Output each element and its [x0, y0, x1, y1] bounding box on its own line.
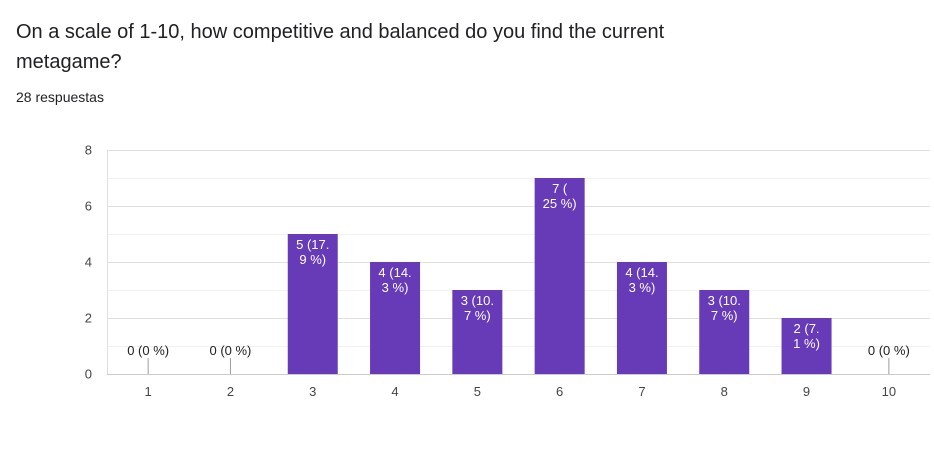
data-label: 9 %) — [299, 252, 326, 267]
x-tick-label: 4 — [391, 384, 398, 399]
data-label: 25 %) — [543, 196, 577, 211]
x-tick-label: 8 — [721, 384, 728, 399]
data-label: 3 %) — [382, 280, 409, 295]
y-tick-label: 0 — [85, 367, 92, 382]
x-tick-label: 1 — [145, 384, 152, 399]
data-label: 3 (10. — [461, 293, 494, 308]
response-count: 28 respuestas — [16, 89, 104, 105]
data-label: 5 (17. — [296, 237, 329, 252]
data-label: 0 (0 %) — [209, 343, 251, 358]
data-label: 1 %) — [793, 336, 820, 351]
x-tick-label: 7 — [638, 384, 645, 399]
y-tick-label: 4 — [85, 255, 92, 270]
bar — [370, 262, 421, 374]
x-tick-label: 3 — [309, 384, 316, 399]
x-tick-label: 10 — [882, 384, 896, 399]
bar — [781, 318, 832, 374]
bar — [287, 234, 338, 374]
data-label: 3 %) — [629, 280, 656, 295]
x-tick-label: 2 — [227, 384, 234, 399]
y-tick-label: 2 — [85, 311, 92, 326]
x-tick-label: 5 — [474, 384, 481, 399]
data-label: 7 %) — [711, 308, 738, 323]
y-tick-label: 8 — [85, 143, 92, 158]
data-label: 0 (0 %) — [868, 343, 910, 358]
bar — [534, 178, 585, 374]
x-tick-label: 6 — [556, 384, 563, 399]
data-label: 3 (10. — [708, 293, 741, 308]
data-label: 4 (14. — [625, 265, 658, 280]
data-label: 7 ( — [552, 181, 568, 196]
bar — [616, 262, 667, 374]
data-label: 4 (14. — [378, 265, 411, 280]
bar — [699, 290, 750, 374]
data-label: 0 (0 %) — [127, 343, 169, 358]
x-tick-label: 9 — [803, 384, 810, 399]
data-label: 2 (7. — [794, 321, 820, 336]
bar — [452, 290, 503, 374]
data-label: 7 %) — [464, 308, 491, 323]
y-tick-label: 6 — [85, 199, 92, 214]
question-title: On a scale of 1-10, how competitive and … — [16, 21, 665, 73]
